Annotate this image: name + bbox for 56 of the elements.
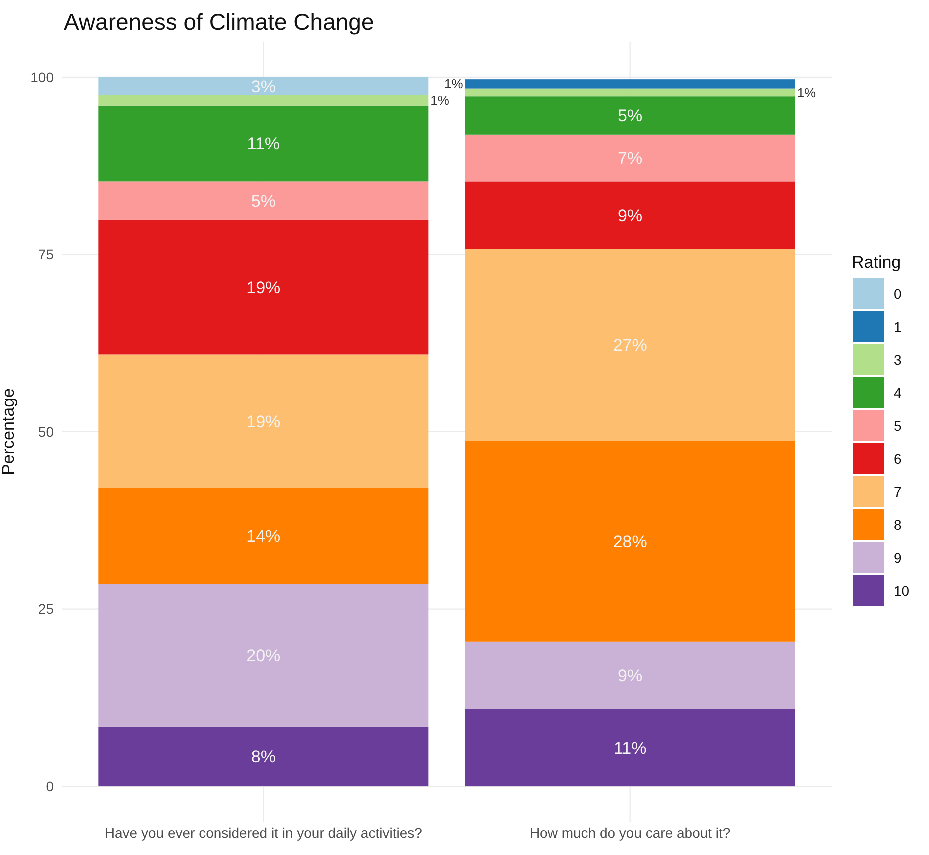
data-label: 3% <box>251 77 276 96</box>
legend-title: Rating <box>852 253 902 272</box>
bar <box>465 134 796 182</box>
bar <box>98 726 429 787</box>
bar <box>465 441 796 642</box>
data-label: 1% <box>797 85 817 100</box>
bar <box>98 95 429 106</box>
data-label: 11% <box>247 134 280 154</box>
legend-label: 1 <box>894 318 902 335</box>
data-label: 9% <box>618 206 643 226</box>
bar <box>98 488 429 584</box>
data-label: 1% <box>444 76 464 92</box>
legend-label: 8 <box>894 516 902 533</box>
data-label: 11% <box>614 738 647 758</box>
legend-label: 4 <box>894 384 902 401</box>
x-tick-label: How much do you care about it? <box>530 825 731 841</box>
bar <box>465 182 796 250</box>
bar <box>465 709 796 787</box>
data-label: 5% <box>618 106 643 126</box>
legend-label: 9 <box>894 550 902 566</box>
y-tick-label: 50 <box>38 424 54 440</box>
legend-label: 6 <box>894 450 902 467</box>
legend-label: 3 <box>894 352 902 368</box>
y-tick-label: 25 <box>38 601 54 618</box>
y-tick-label: 0 <box>46 778 54 794</box>
bar <box>98 106 429 182</box>
x-tick-label: Have you ever considered it in your daily activities? <box>104 825 423 841</box>
y-tick-label: 100 <box>30 69 54 86</box>
data-label: 19% <box>246 278 281 298</box>
legend-label: 10 <box>894 582 910 599</box>
y-axis-title: Percentage <box>0 388 18 476</box>
data-label: 8% <box>251 748 276 767</box>
data-label: 14% <box>246 527 281 546</box>
data-label: 1% <box>430 93 450 108</box>
data-label: 19% <box>246 412 281 432</box>
chart-title: Awareness of Climate Change <box>64 9 374 35</box>
bar <box>98 584 429 727</box>
data-label: 28% <box>613 532 648 552</box>
bar <box>98 182 429 220</box>
bar <box>465 642 796 710</box>
data-label: 7% <box>618 149 643 168</box>
data-label: 20% <box>246 646 281 666</box>
bar <box>465 249 796 442</box>
legend-label: 7 <box>894 484 902 500</box>
bar <box>465 80 796 89</box>
bar <box>98 220 429 355</box>
data-label: 27% <box>613 336 648 356</box>
y-tick-label: 75 <box>38 246 54 263</box>
data-label: 5% <box>251 192 276 211</box>
bar <box>98 77 429 96</box>
bar <box>465 88 796 97</box>
data-label: 9% <box>618 666 643 686</box>
bar <box>98 354 429 488</box>
legend-label: 5 <box>894 418 902 434</box>
bar <box>465 96 796 135</box>
legend-label: 0 <box>894 286 902 302</box>
